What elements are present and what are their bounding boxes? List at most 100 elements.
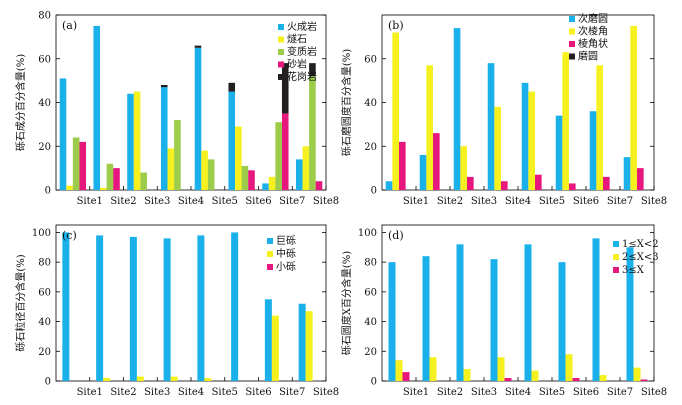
panel-b-bar-次磨圆 [419,155,427,190]
panel-c-bar-中砾 [136,376,144,381]
panel-a-legend-label: 变质岩 [287,45,317,58]
panel-d-bar-1≤X<2 [524,244,532,381]
panel-a-bar-stacked-花岗岩 [194,45,202,48]
panel-c-xtick-label: Site1 [77,387,103,398]
panel-d-bar-1≤X<2 [456,244,464,381]
panel-d-bar-3≤X [402,372,410,381]
panel-a-bar-变质岩 [140,172,147,190]
panel-b-bar-棱角状 [433,133,440,190]
panel-c-ytick-label: 20 [38,347,51,358]
panel-a-bar-燧石 [100,187,107,190]
panel-b-bar-次棱角 [630,25,637,190]
panel-d-bar-2≤X<3 [463,369,471,381]
panel-a-label: (a) [62,19,77,32]
panel-d-bar-1≤X<2 [388,262,396,381]
panel-c-ytick-label: 0 [45,377,51,388]
panel-c-legend-label: 巨砾 [276,234,296,247]
panel-b-bar-次磨圆 [487,63,495,190]
panel-b-legend-label: 棱角状 [578,37,608,50]
panel-b-legend-label: 次棱角 [578,25,608,38]
panel-c-legend-swatch [267,264,273,270]
panel-b-bar-次磨圆 [555,115,563,190]
panel-d-xtick-label: Site4 [505,387,531,398]
panel-b-ytick-label: 40 [364,98,377,109]
panel-a-bar-变质岩 [174,120,181,190]
panel-a-bar-砂岩 [315,181,323,190]
panel-b-bar-次棱角 [392,32,399,190]
panel-a-bar-燧石 [268,176,276,190]
panel-b-xtick-label: Site7 [607,196,633,207]
panel-c-bar-巨砾 [129,236,137,381]
panel-d-bar-1≤X<2 [592,238,600,381]
panel-d-legend-swatch [613,267,619,273]
panel-c-xtick-label: Site6 [245,387,271,398]
panel-a-legend-label: 火成岩 [287,20,317,33]
panel-a-bar-变质岩 [275,122,282,190]
panel-b-ylabel: 砾石磨圆度百分含量(%) [340,49,353,156]
panel-b-bar-次棱角 [528,91,535,190]
panel-c-bar-巨砾 [62,232,70,381]
panel-d-xtick-label: Site6 [573,387,599,398]
panel-b-ytick-label: 0 [371,186,377,197]
panel-b-bar-棱角状 [467,176,474,190]
panel-c-ylabel: 砾石粒径百分含量(%) [14,254,27,351]
panel-c-ytick-label: 60 [38,287,51,298]
panel-b-xtick-label: Site3 [471,196,497,207]
panel-d-ylabel: 砾石圆度X百分含量(%) [340,251,353,356]
panel-b-legend-label: 次磨圆 [578,12,608,25]
panel-d-ytick-label: 60 [364,287,377,298]
panel-a-bar-变质岩 [309,76,316,190]
panel-b-bar-棱角状 [637,168,644,190]
panel-a-ytick-label: 60 [38,54,51,65]
panel-b-bar-次棱角 [562,52,569,190]
panel-c-bar-中砾 [170,376,178,381]
panel-b-bar-次磨圆 [385,181,393,190]
panel-d-xtick-label: Site5 [539,387,565,398]
panel-a-legend-label: 砂岩 [287,58,307,71]
panel-a-xtick-label: Site2 [110,196,136,207]
panel-b-xtick-label: Site2 [437,196,463,207]
panel-a-ylabel: 砾石成分百分含量(%) [14,54,27,151]
panel-d-bar-2≤X<3 [565,354,573,381]
panel-a-bar-火成岩 [194,47,202,190]
panel-b-bar-棱角状 [569,183,576,190]
panel-d-legend-swatch [613,241,619,247]
panel-d-legend-label: 3≤X [622,265,645,276]
panel-c-xtick-label: Site2 [110,387,136,398]
panel-d-ytick-label: 0 [371,377,377,388]
panel-d-bar-2≤X<3 [395,360,403,381]
panel-a-bar-燧石 [201,150,208,190]
panel-b-bar-次棱角 [460,146,467,190]
panel-c-ytick-label: 40 [38,317,51,328]
panel-b-label: (b) [388,19,404,32]
panel-a-bar-燧石 [167,148,175,190]
panel-b-xtick-label: Site5 [539,196,565,207]
panel-c-legend-swatch [267,251,273,257]
panel-a-bar-燧石 [133,91,141,190]
panel-d-bar-3≤X [640,379,648,381]
panel-a-legend-swatch [278,24,284,30]
panel-b-bar-次磨圆 [453,28,461,190]
panel-b-legend-swatch [569,16,575,22]
panel-a-bar-砂岩 [281,113,289,190]
panel-d-legend-label: 1≤X<2 [622,239,659,250]
panel-a-bar-变质岩 [106,163,114,190]
panel-b-bar-次磨圆 [589,111,597,190]
panel-d-bar-3≤X [572,378,580,381]
panel-d-bar-2≤X<3 [429,357,437,381]
panel-c-ytick-label: 80 [38,258,51,269]
panel-c-legend-label: 小砾 [276,260,296,273]
panel-c-ytick-label: 100 [32,228,51,239]
panel-b-bar-棱角状 [535,174,542,190]
panel-a-bar-火成岩 [59,78,67,190]
panel-d-bar-2≤X<3 [531,370,539,381]
panel-a-legend-swatch [278,36,284,43]
panel-b-legend-swatch [569,28,575,35]
panel-c-bar-中砾 [103,378,111,381]
panel-b-legend-swatch [569,41,575,47]
panel-a-xtick-label: Site4 [178,196,204,207]
panel-d-bar-1≤X<2 [422,256,430,381]
panel-a-bar-stacked-花岗岩 [160,85,168,88]
panel-a-legend-swatch [278,49,284,55]
panel-a-bar-火成岩 [262,183,269,190]
